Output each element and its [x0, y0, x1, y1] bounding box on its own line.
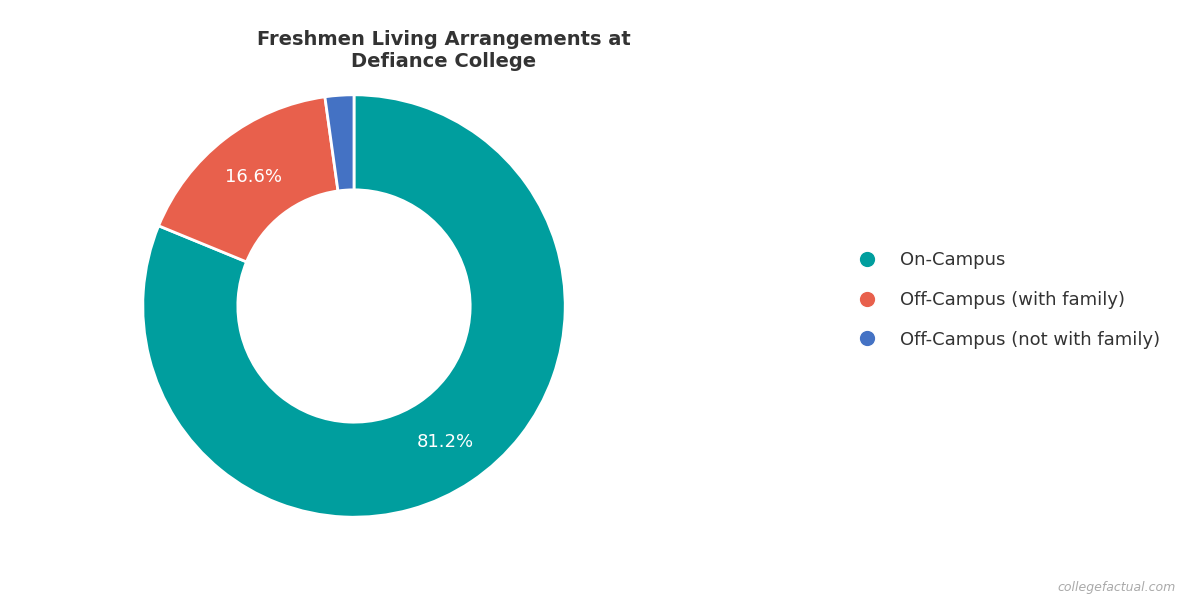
Wedge shape — [143, 95, 565, 517]
Wedge shape — [158, 97, 338, 262]
Text: 81.2%: 81.2% — [416, 433, 474, 451]
Text: collegefactual.com: collegefactual.com — [1057, 581, 1176, 594]
Legend: On-Campus, Off-Campus (with family), Off-Campus (not with family): On-Campus, Off-Campus (with family), Off… — [842, 244, 1166, 356]
Text: 16.6%: 16.6% — [226, 167, 282, 185]
Wedge shape — [325, 95, 354, 191]
Text: Freshmen Living Arrangements at
Defiance College: Freshmen Living Arrangements at Defiance… — [257, 30, 631, 71]
